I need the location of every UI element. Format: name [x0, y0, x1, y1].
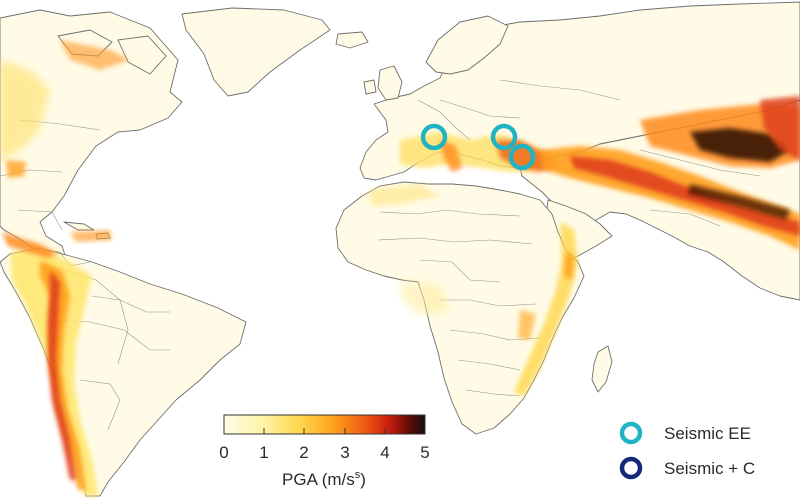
hazard-north-america-west [0, 60, 50, 160]
hazard-italy [440, 140, 462, 172]
ireland [363, 79, 377, 95]
hazard-north-africa [368, 184, 440, 206]
legend-label-seismic-ee: Seismic EE [664, 424, 751, 443]
colorbar-title-close: ) [360, 470, 366, 489]
hazard-us-central [6, 160, 26, 178]
madagascar [591, 345, 613, 393]
hazard-rift-south [518, 310, 536, 340]
hazard-east-african-rift [514, 222, 578, 396]
greenland [181, 7, 331, 97]
hazard-overlay [0, 40, 800, 496]
hazard-east-asia-edge [760, 96, 800, 160]
colorbar-tick-label: 4 [380, 443, 389, 462]
colorbar-title: PGA (m/ss) [282, 469, 366, 489]
hazard-iran-high [570, 156, 800, 236]
great-britain [377, 65, 403, 101]
colorbar: 0 1 2 3 4 5 PGA (m/ss) [219, 414, 430, 489]
legend: Seismic EE Seismic + C [619, 421, 755, 480]
legend-label-seismic-plus: Seismic + C [664, 459, 755, 478]
legend-ring-seismic-ee [619, 421, 643, 445]
legend-ring-seismic-plus [619, 456, 643, 480]
colorbar-tick-label: 1 [259, 443, 268, 462]
hazard-alaska [60, 40, 130, 70]
colorbar-title-superscript: s [355, 469, 361, 481]
colorbar-tick-label: 2 [299, 443, 308, 462]
colorbar-gradient [223, 414, 426, 435]
colorbar-tick-label: 3 [340, 443, 349, 462]
colorbar-ticks [223, 428, 426, 434]
site-marker-balkans[interactable] [490, 123, 518, 151]
cuba [63, 221, 95, 231]
colorbar-tick-label: 0 [219, 443, 228, 462]
hazard-caribbean [70, 230, 112, 242]
colorbar-tick-label: 5 [420, 443, 429, 462]
africa [335, 181, 585, 435]
site-marker-greece[interactable] [508, 143, 536, 171]
hazard-andes-high [48, 270, 76, 480]
site-marker-france[interactable] [420, 123, 448, 151]
hazard-himalaya-extreme [688, 184, 790, 220]
iceland [335, 31, 369, 49]
colorbar-title-main: PGA (m/s [282, 470, 355, 489]
scandinavia [425, 15, 509, 75]
hazard-rift-mid [564, 252, 574, 280]
hazard-africa-scatter [400, 280, 450, 316]
hazard-tibet-extreme [690, 128, 790, 162]
hazard-central-america [2, 232, 58, 258]
site-markers [420, 123, 536, 171]
